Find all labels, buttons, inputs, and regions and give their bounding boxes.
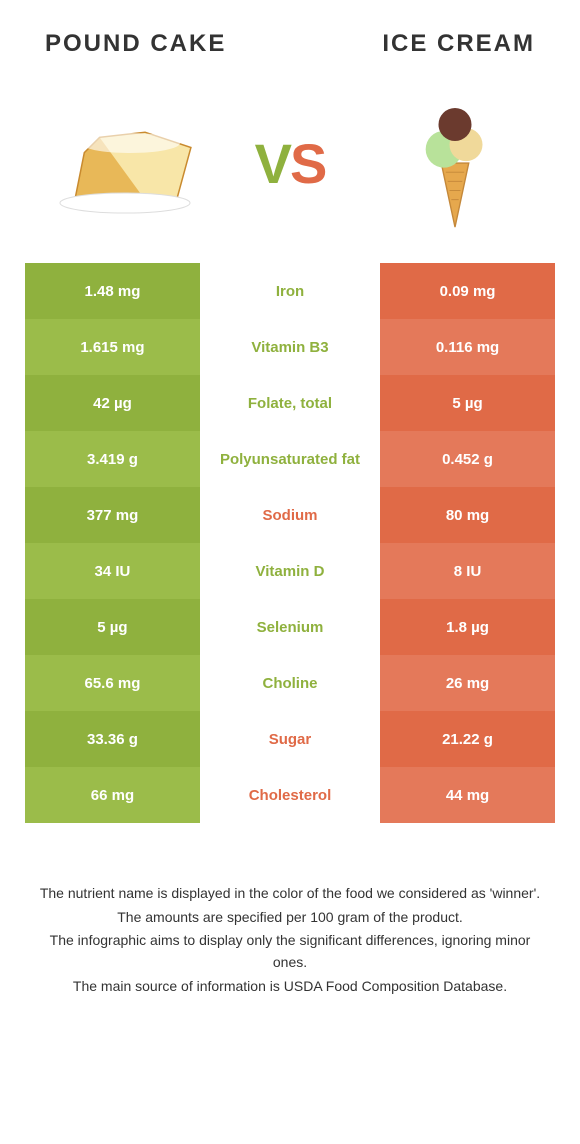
right-value: 44 mg bbox=[380, 767, 555, 823]
footer-line-3: The infographic aims to display only the… bbox=[35, 930, 545, 973]
footer-line-4: The main source of information is USDA F… bbox=[35, 976, 545, 998]
nutrient-table: 1.48 mgIron0.09 mg1.615 mgVitamin B30.11… bbox=[25, 263, 555, 823]
header: POUND CAKE ICE CREAM bbox=[25, 30, 555, 83]
left-food-title: POUND CAKE bbox=[45, 30, 226, 58]
nutrient-row: 33.36 gSugar21.22 g bbox=[25, 711, 555, 767]
left-value: 5 µg bbox=[25, 599, 200, 655]
right-value: 0.116 mg bbox=[380, 319, 555, 375]
left-value: 1.615 mg bbox=[25, 319, 200, 375]
right-value: 0.452 g bbox=[380, 431, 555, 487]
nutrient-name: Cholesterol bbox=[200, 767, 380, 823]
right-food-title: ICE CREAM bbox=[382, 30, 535, 58]
right-value: 21.22 g bbox=[380, 711, 555, 767]
nutrient-name: Vitamin B3 bbox=[200, 319, 380, 375]
left-value: 3.419 g bbox=[25, 431, 200, 487]
footer-notes: The nutrient name is displayed in the co… bbox=[25, 823, 555, 997]
right-value: 0.09 mg bbox=[380, 263, 555, 319]
nutrient-name: Choline bbox=[200, 655, 380, 711]
nutrient-name: Sugar bbox=[200, 711, 380, 767]
nutrient-row: 1.615 mgVitamin B30.116 mg bbox=[25, 319, 555, 375]
right-value: 26 mg bbox=[380, 655, 555, 711]
nutrient-name: Sodium bbox=[200, 487, 380, 543]
nutrient-row: 3.419 gPolyunsaturated fat0.452 g bbox=[25, 431, 555, 487]
right-value: 8 IU bbox=[380, 543, 555, 599]
nutrient-row: 377 mgSodium80 mg bbox=[25, 487, 555, 543]
nutrient-name: Polyunsaturated fat bbox=[200, 431, 380, 487]
left-value: 1.48 mg bbox=[25, 263, 200, 319]
right-value: 80 mg bbox=[380, 487, 555, 543]
nutrient-row: 42 µgFolate, total5 µg bbox=[25, 375, 555, 431]
pound-cake-icon bbox=[45, 93, 205, 233]
nutrient-row: 34 IUVitamin D8 IU bbox=[25, 543, 555, 599]
nutrient-name: Vitamin D bbox=[200, 543, 380, 599]
nutrient-name: Folate, total bbox=[200, 375, 380, 431]
nutrient-row: 65.6 mgCholine26 mg bbox=[25, 655, 555, 711]
vs-label: VS bbox=[255, 131, 326, 196]
nutrient-name: Iron bbox=[200, 263, 380, 319]
nutrient-name: Selenium bbox=[200, 599, 380, 655]
ice-cream-cone-icon bbox=[375, 93, 535, 233]
left-value: 377 mg bbox=[25, 487, 200, 543]
right-value: 1.8 µg bbox=[380, 599, 555, 655]
nutrient-row: 66 mgCholesterol44 mg bbox=[25, 767, 555, 823]
left-value: 33.36 g bbox=[25, 711, 200, 767]
left-value: 42 µg bbox=[25, 375, 200, 431]
vs-s: S bbox=[290, 132, 325, 195]
left-value: 34 IU bbox=[25, 543, 200, 599]
right-value: 5 µg bbox=[380, 375, 555, 431]
left-value: 65.6 mg bbox=[25, 655, 200, 711]
nutrient-row: 5 µgSelenium1.8 µg bbox=[25, 599, 555, 655]
nutrient-row: 1.48 mgIron0.09 mg bbox=[25, 263, 555, 319]
footer-line-2: The amounts are specified per 100 gram o… bbox=[35, 907, 545, 929]
images-row: VS bbox=[25, 83, 555, 263]
left-value: 66 mg bbox=[25, 767, 200, 823]
vs-v: V bbox=[255, 132, 290, 195]
footer-line-1: The nutrient name is displayed in the co… bbox=[35, 883, 545, 905]
